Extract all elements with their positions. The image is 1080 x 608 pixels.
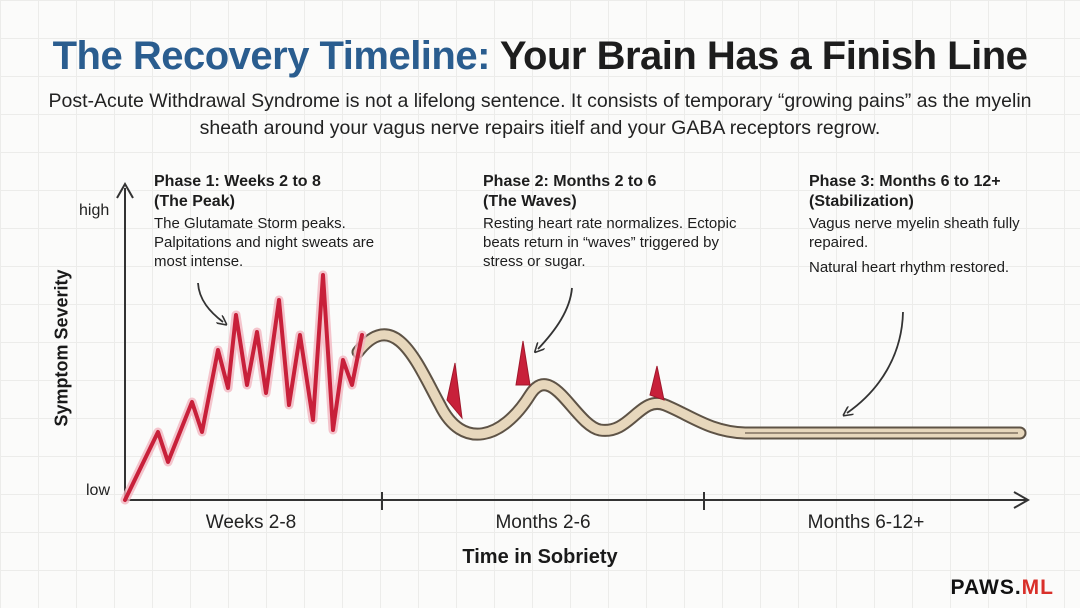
phase-1-title-line-1: Phase 1: Weeks 2 to 8: [154, 173, 321, 190]
phase-2-description: Resting heart rate normalizes. Ectopic b…: [483, 215, 737, 270]
phase-2-annotation: Phase 2: Months 2 to 6 (The Waves) Resti…: [483, 172, 743, 271]
phase-1-description: The Glutamate Storm peaks. Palpitations …: [154, 215, 375, 270]
phase-3-annotation: Phase 3: Months 6 to 12+ (Stabilization)…: [809, 172, 1039, 277]
phase-2-title-line-1: Phase 2: Months 2 to 6: [483, 173, 657, 190]
y-axis-low-label: low: [86, 482, 111, 499]
title-part-2: Your Brain Has a Finish Line: [499, 34, 1028, 78]
recovery-band: [353, 330, 1025, 439]
phase-1-title-line-2: (The Peak): [154, 193, 235, 210]
brand-suffix: ML: [1021, 576, 1054, 599]
y-axis-high-label: high: [79, 202, 110, 219]
wave-spike-2: [515, 340, 531, 386]
wave-spike-1: [446, 362, 463, 420]
wave-spike-3: [649, 365, 665, 401]
phase-2-pointer-arrow: [538, 287, 573, 349]
phase-2-title-line-2: (The Waves): [483, 193, 577, 210]
phase-1-pointer-arrow: [197, 282, 223, 322]
phase-3-description-2: Natural heart rhythm restored.: [809, 259, 1010, 276]
x-tick-months-6-12: Months 6-12+: [807, 512, 925, 533]
brand-name: PAWS.: [950, 576, 1022, 599]
infographic-title: The Recovery Timeline: Your Brain Has a …: [0, 34, 1080, 79]
subtitle: Post-Acute Withdrawal Syndrome is not a …: [48, 90, 1032, 139]
phase-1-annotation: Phase 1: Weeks 2 to 8 (The Peak) The Glu…: [154, 172, 384, 271]
x-tick-weeks-2-8: Weeks 2-8: [205, 512, 297, 533]
phase-3-description: Vagus nerve myelin sheath fully repaired…: [809, 215, 1020, 251]
x-axis-arrowhead: [1013, 491, 1031, 509]
y-axis-arrowhead: [116, 181, 134, 199]
brand-logo: PAWS.ML: [951, 576, 1054, 600]
peak-spikes: [123, 273, 364, 502]
y-axis-title: Symptom Severity: [51, 269, 72, 427]
x-axis-title: Time in Sobriety: [462, 546, 618, 568]
phase-3-title-line-2: (Stabilization): [809, 193, 914, 210]
x-tick-months-2-6: Months 2-6: [495, 512, 591, 533]
title-part-1: The Recovery Timeline:: [52, 34, 491, 78]
phase-3-pointer-arrow: [847, 311, 904, 413]
phase-3-title-line-1: Phase 3: Months 6 to 12+: [809, 173, 1001, 190]
